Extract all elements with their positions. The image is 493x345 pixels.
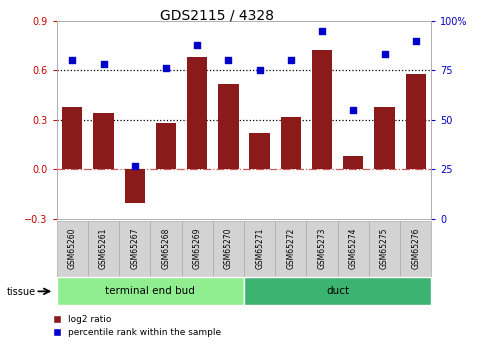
Bar — [406, 73, 426, 169]
Point — [318, 28, 326, 33]
Bar — [275, 221, 307, 278]
Text: tissue: tissue — [6, 287, 35, 296]
Bar — [150, 221, 181, 278]
Text: GSM65273: GSM65273 — [317, 227, 326, 269]
Bar — [57, 277, 244, 305]
Legend: log2 ratio, percentile rank within the sample: log2 ratio, percentile rank within the s… — [44, 312, 225, 341]
Bar — [400, 221, 431, 278]
Bar — [374, 107, 395, 169]
Text: GSM65269: GSM65269 — [193, 227, 202, 269]
Bar — [249, 133, 270, 169]
Bar — [125, 169, 145, 203]
Text: GSM65267: GSM65267 — [130, 227, 139, 269]
Bar — [156, 123, 176, 169]
Bar — [244, 221, 275, 278]
Bar — [213, 221, 244, 278]
Point — [131, 163, 139, 168]
Bar — [369, 221, 400, 278]
Text: terminal end bud: terminal end bud — [106, 286, 195, 296]
Bar — [244, 277, 431, 305]
Bar — [218, 83, 239, 169]
Bar — [93, 113, 114, 169]
Bar — [57, 221, 88, 278]
Text: GSM65275: GSM65275 — [380, 227, 389, 269]
Bar — [187, 57, 208, 169]
Bar — [281, 117, 301, 169]
Point — [100, 62, 107, 67]
Bar — [312, 50, 332, 169]
Point — [69, 58, 76, 63]
Text: GSM65272: GSM65272 — [286, 227, 295, 269]
Bar — [62, 107, 82, 169]
Point — [350, 107, 357, 113]
Point — [256, 68, 264, 73]
Point — [287, 58, 295, 63]
Bar — [181, 221, 213, 278]
Bar — [119, 221, 150, 278]
Text: GSM65274: GSM65274 — [349, 227, 358, 269]
Bar — [307, 221, 338, 278]
Text: GSM65268: GSM65268 — [162, 227, 171, 269]
Text: GSM65260: GSM65260 — [68, 227, 77, 269]
Bar — [88, 221, 119, 278]
Text: duct: duct — [326, 286, 349, 296]
Text: GSM65270: GSM65270 — [224, 227, 233, 269]
Bar — [343, 156, 363, 169]
Point — [381, 52, 388, 57]
Point — [193, 42, 201, 47]
Bar — [338, 221, 369, 278]
Point — [412, 38, 420, 43]
Text: GSM65261: GSM65261 — [99, 227, 108, 269]
Point — [162, 66, 170, 71]
Text: GDS2115 / 4328: GDS2115 / 4328 — [160, 9, 274, 23]
Text: GSM65271: GSM65271 — [255, 227, 264, 269]
Point — [224, 58, 232, 63]
Text: GSM65276: GSM65276 — [411, 227, 420, 269]
